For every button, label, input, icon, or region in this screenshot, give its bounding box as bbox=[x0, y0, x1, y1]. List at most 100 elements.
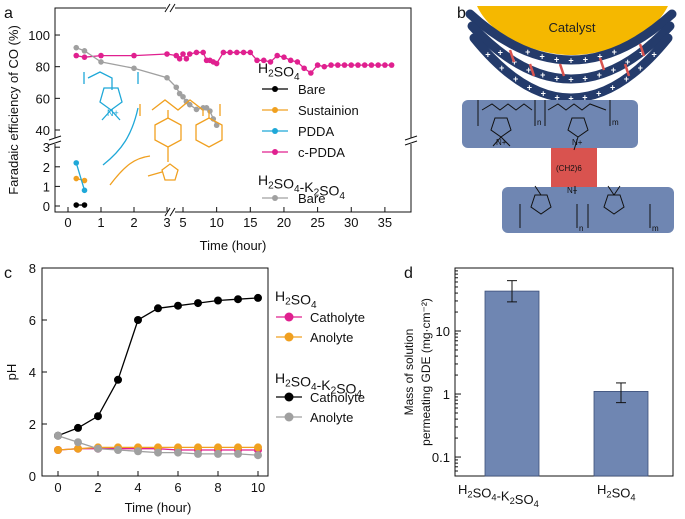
panel-c-point-1 bbox=[54, 446, 62, 454]
panel-a-point-3 bbox=[176, 55, 183, 62]
panel-a-y-tick-label: 80 bbox=[36, 60, 50, 75]
positive-charge-icon: + bbox=[513, 74, 518, 84]
panel-c-x-tick-label: 6 bbox=[174, 480, 181, 495]
panel-d-chart: 0.1 1 10 H2SO4-K2SO4 H2SO4 Mass of solution… bbox=[402, 267, 674, 509]
panel-c-y-tick-label: 2 bbox=[29, 417, 36, 432]
panel-a-point-3 bbox=[341, 62, 348, 68]
positive-charge-icon: + bbox=[512, 57, 517, 67]
panel-a-frame bbox=[54, 7, 412, 213]
positive-charge-icon: + bbox=[583, 55, 588, 65]
panel-c-point-3 bbox=[154, 448, 162, 457]
panel-a-point-3 bbox=[301, 65, 307, 72]
panel-c-point-2 bbox=[154, 304, 162, 313]
panel-a-point-2 bbox=[81, 187, 88, 194]
panel-a-point-4 bbox=[180, 93, 186, 100]
panel-c-point-3 bbox=[94, 444, 102, 453]
positive-charge-icon: + bbox=[554, 73, 559, 83]
panel-c-legend-marker bbox=[284, 312, 294, 322]
panel-a-point-4 bbox=[207, 108, 213, 114]
catalyst-label: Catalyst bbox=[549, 20, 596, 35]
panel-a-point-3 bbox=[388, 62, 395, 68]
panel-a-point-3 bbox=[321, 63, 328, 70]
panel-c-point-1 bbox=[214, 443, 222, 452]
pdda-structure-illustration bbox=[83, 71, 139, 166]
panel-d-frame bbox=[454, 267, 674, 477]
panel-c-chart: 0 2 4 6 8 10 0 2 4 6 8 pH Time (hour) H2SO4 H2SO4-K… bbox=[4, 261, 365, 515]
panel-a-y-tick-label: 100 bbox=[28, 28, 50, 43]
panel-a-legend-label: Bare bbox=[298, 191, 325, 206]
panel-a-point-3 bbox=[81, 54, 88, 60]
panel-c-point-3 bbox=[234, 449, 242, 458]
panel-c-legend-label: Anolyte bbox=[310, 410, 353, 425]
panel-c-point-3 bbox=[254, 451, 262, 460]
positive-charge-icon: + bbox=[554, 55, 559, 65]
panel-c-point-2 bbox=[94, 412, 102, 421]
panel-d-y-tick-label: 0.1 bbox=[432, 450, 450, 465]
panel-c-point-3 bbox=[74, 438, 82, 447]
subscript-m-top: m bbox=[612, 118, 619, 127]
panel-a-point-4 bbox=[98, 59, 104, 65]
panel-c-x-tick-label: 10 bbox=[251, 480, 265, 495]
panel-c-point-3 bbox=[54, 431, 62, 440]
panel-c-y-tick-label: 6 bbox=[29, 313, 36, 328]
panel-c-legend-marker bbox=[284, 392, 294, 402]
panel-c-x-tick-label: 4 bbox=[134, 480, 141, 495]
panel-a-point-3 bbox=[227, 49, 233, 56]
panel-a-x-tick-label: 15 bbox=[243, 215, 257, 230]
positive-charge-icon: + bbox=[498, 47, 503, 57]
panel-c-x-tick-label: 8 bbox=[214, 480, 221, 495]
panel-a-x-tick-label: 1 bbox=[97, 215, 104, 230]
panel-a-point-3 bbox=[361, 62, 368, 68]
panel-c-xlabel: Time (hour) bbox=[125, 500, 192, 515]
panel-label-a: a bbox=[4, 5, 13, 22]
polymer-chain-1 bbox=[467, 21, 675, 84]
panel-a-legend-marker bbox=[272, 149, 278, 155]
panel-a-x-tick-label: 5 bbox=[179, 215, 186, 230]
panel-a-point-3 bbox=[375, 62, 381, 68]
crosslink-icon bbox=[508, 49, 516, 63]
panel-a-legend-label: PDDA bbox=[298, 124, 334, 139]
panel-a-point-3 bbox=[234, 49, 240, 56]
panel-c-legend-label: Catholyte bbox=[310, 310, 365, 325]
positive-charge-icon: + bbox=[624, 74, 629, 84]
panel-c-y-tick-label: 0 bbox=[29, 469, 36, 484]
panel-a-point-3 bbox=[314, 62, 321, 68]
panel-a-point-4 bbox=[210, 116, 217, 122]
panel-d-category-label: H2SO4-K2SO4 bbox=[458, 482, 539, 509]
panel-a-point-3 bbox=[267, 59, 274, 65]
panel-a-point-3 bbox=[247, 49, 254, 56]
subscript-n-bottom: n bbox=[579, 224, 583, 233]
panel-a-legend-label: Bare bbox=[298, 82, 325, 97]
subscript-n-top: n bbox=[537, 118, 541, 127]
panel-label-c: c bbox=[4, 265, 12, 282]
panel-d-bar bbox=[593, 391, 649, 477]
panel-a-y-tick-label: 0 bbox=[43, 199, 50, 214]
positive-charge-icon: + bbox=[625, 57, 630, 67]
panel-c-point-2 bbox=[214, 296, 222, 305]
panel-c-legend: H2SO4H2SO4-K2SO4CatholyteAnolyteCatholyt… bbox=[275, 288, 365, 425]
panel-c-x-tick-label: 2 bbox=[94, 480, 101, 495]
panel-a-legend-group2: H2SO4-K2SO4 bbox=[258, 172, 345, 202]
panel-a-point-3 bbox=[213, 60, 220, 67]
panel-a-point-3 bbox=[382, 62, 388, 68]
panel-a-point-2 bbox=[73, 160, 80, 166]
panel-c-point-1 bbox=[234, 443, 242, 452]
panel-c-point-2 bbox=[194, 299, 202, 308]
panel-c-legend-label: Catholyte bbox=[310, 390, 365, 405]
polymer-chain-2 bbox=[469, 33, 673, 103]
panel-c-point-2 bbox=[74, 423, 82, 432]
panel-a-y-break bbox=[48, 135, 418, 146]
positive-charge-icon: + bbox=[526, 65, 531, 75]
panel-a-legend-marker bbox=[272, 195, 278, 201]
panel-d-category-label: H2SO4 bbox=[597, 482, 636, 503]
positive-charge-icon: + bbox=[568, 94, 573, 104]
panel-a-point-3 bbox=[220, 49, 227, 56]
crosslink-icon bbox=[558, 63, 566, 77]
positive-charge-icon: + bbox=[582, 92, 587, 102]
panel-b-schematic: Catalyst +++++++++++++++++++++++++++++++… bbox=[462, 6, 677, 233]
positive-charge-icon: + bbox=[568, 56, 573, 66]
panel-a-point-3 bbox=[180, 51, 186, 57]
panel-a-point-3 bbox=[131, 52, 137, 59]
panel-c-legend-group2: H2SO4-K2SO4 bbox=[275, 370, 362, 400]
